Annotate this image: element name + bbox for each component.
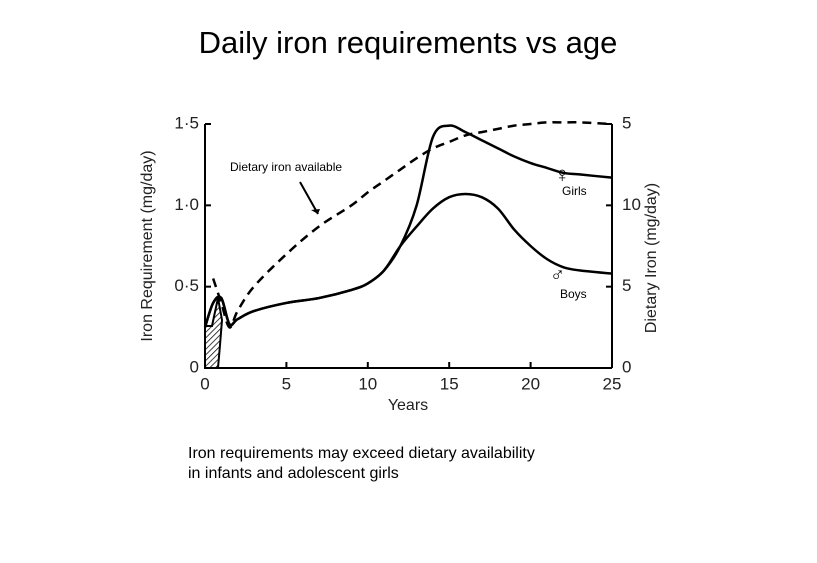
y-tick-label: 0 [190,357,199,376]
y-tick-label: 1·0 [174,195,199,214]
series-line [203,192,613,328]
x-tick-label: 5 [282,374,291,393]
x-tick-label: 0 [200,374,209,393]
dietary-label: Dietary iron available [230,160,342,174]
series-line [211,121,613,329]
annotation-arrow [299,181,319,215]
y2-tick-label: 5 [622,276,631,295]
boys-symbol: ♂ [550,264,565,286]
y2-tick-label: 0 [622,357,631,376]
girls-symbol: ♀ [554,162,571,187]
x-tick-label: 15 [440,374,459,393]
infant-deficit-hatch [204,297,224,369]
girls-label: Girls [562,184,587,198]
y-tick-label: 0·5 [174,276,199,295]
chart-title: Daily iron requirements vs age [199,25,618,60]
series-line [203,124,613,328]
arrow-head [311,209,320,214]
boys-label: Boys [560,287,587,301]
y2-axis-label: Dietary Iron (mg/day) [643,183,660,333]
y-tick-label: 1·5 [174,113,199,132]
x-axis-label: Years [388,397,428,414]
x-tick-label: 25 [603,374,622,393]
x-tick-label: 20 [521,374,540,393]
y2-tick-label: 5 [622,113,631,132]
y-axis-label: Iron Requirement (mg/day) [139,150,156,341]
x-tick-label: 10 [358,374,377,393]
caption-line: Iron requirements may exceed dietary ava… [188,445,535,462]
caption-line: in infants and adolescent girls [188,465,399,482]
y2-tick-label: 10 [622,195,641,214]
